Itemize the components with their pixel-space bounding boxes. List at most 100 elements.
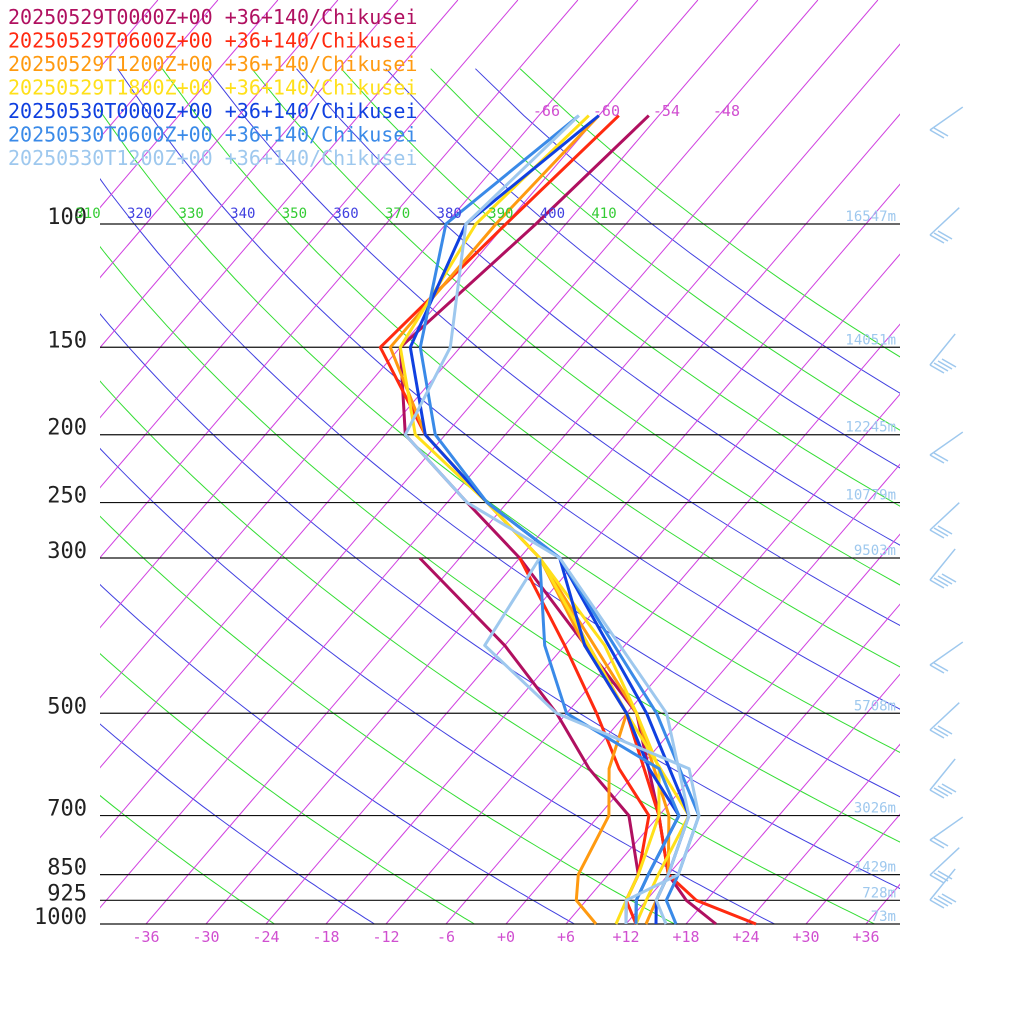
x-tick-label: -18 (312, 928, 339, 946)
dewpoint-profile (518, 557, 651, 925)
pressure-label: 500 (47, 694, 87, 719)
isotherm-line (625, 603, 900, 924)
isotherm-line (505, 463, 900, 924)
isotherm-line (100, 0, 879, 909)
legend-entry: 20250529T1800Z+00 +36+140/Chikusei (8, 76, 417, 100)
dry-adiabat (100, 447, 776, 924)
isotherm-line (986, 0, 1024, 924)
dry-adiabat (340, 68, 900, 507)
theta-label: 330 (179, 206, 204, 222)
dry-adiabat (100, 515, 676, 924)
x-tick-label: +6 (557, 928, 575, 946)
dry-adiabat (117, 68, 900, 710)
theta-label: 360 (333, 206, 358, 222)
x-tick-label: +24 (732, 928, 759, 946)
dry-adiabat (251, 68, 900, 586)
dry-adiabat (206, 68, 900, 627)
x-tick-label: -12 (372, 928, 399, 946)
isotherm-line (385, 323, 900, 924)
wind-barb (929, 758, 957, 799)
height-label: 10779m (845, 488, 896, 504)
dewpoint-profile (418, 556, 640, 925)
pressure-label: 850 (47, 856, 87, 881)
x-tick-label: -36 (132, 928, 159, 946)
theta-label: 380 (437, 206, 462, 222)
isotherm-line (565, 533, 900, 924)
temperature-profile (378, 114, 757, 926)
theta-label: 370 (385, 206, 410, 222)
theta-label: 320 (127, 206, 152, 222)
pressure-label: 1000 (34, 905, 87, 930)
isotherm-line (100, 0, 279, 209)
theta-label: 340 (230, 206, 255, 222)
wind-barb (929, 333, 957, 374)
isotherm-line (100, 0, 819, 839)
isotherm-line (100, 0, 459, 419)
wind-barb (929, 431, 964, 464)
legend-entry: 20250530T0600Z+00 +36+140/Chikusei (8, 123, 417, 147)
isotherm-line (100, 0, 399, 349)
dry-adiabat (100, 380, 876, 924)
isotherm-line (100, 0, 579, 559)
theta-label: 400 (540, 206, 565, 222)
pressure-label: 250 (47, 484, 87, 509)
wind-barb (929, 502, 960, 539)
isotherm-line (685, 673, 900, 924)
isotherm-line (205, 113, 900, 924)
x-tick-label: +0 (497, 928, 515, 946)
dry-adiabat (100, 583, 576, 924)
temperature-profile (403, 114, 691, 925)
wind-barbs (929, 106, 964, 909)
isotherm-line (445, 393, 900, 924)
legend: 20250529T0000Z+00 +36+140/Chikusei202505… (8, 5, 417, 170)
pressure-label: 300 (47, 539, 87, 564)
dry-adiabat (100, 245, 900, 843)
legend-entry: 20250529T1200Z+00 +36+140/Chikusei (8, 52, 417, 76)
pressure-label: 925 (47, 881, 87, 906)
wind-barb (929, 702, 960, 739)
x-tick-label: +36 (852, 928, 879, 946)
wind-barb (929, 868, 957, 909)
isotherm-lines (100, 0, 1024, 924)
legend-entry: 20250529T0600Z+00 +36+140/Chikusei (8, 29, 417, 53)
x-tick-label: +30 (792, 928, 819, 946)
isotherm-line (100, 0, 519, 489)
dewpoint-profile (483, 557, 701, 925)
isotherm-label: -60 (593, 102, 620, 120)
isotherm-line (805, 813, 900, 924)
pressure-label: 200 (47, 416, 87, 441)
dry-adiabat (100, 723, 376, 924)
isotherm-line (100, 0, 639, 629)
height-label: 14051m (845, 332, 896, 348)
isotherm-line (745, 743, 900, 924)
isotherm-line (100, 0, 339, 279)
theta-label: 310 (75, 206, 100, 222)
x-tick-label: +18 (672, 928, 699, 946)
isotherm-line (145, 43, 900, 924)
pressure-label: 100 (47, 205, 87, 230)
height-label: 16547m (845, 209, 896, 225)
height-label: 9503m (854, 543, 896, 559)
dry-adiabat (100, 109, 900, 754)
x-tick-label: +12 (612, 928, 639, 946)
dry-adiabat (475, 68, 900, 394)
isobar-lines (100, 223, 900, 925)
height-label: 73m (871, 909, 896, 925)
legend-entry: 20250530T0000Z+00 +36+140/Chikusei (8, 99, 417, 123)
x-tick-label: -24 (252, 928, 279, 946)
isotherm-line (325, 253, 900, 924)
dry-adiabat (161, 68, 900, 668)
legend-entry: 20250530T1200Z+00 +36+140/Chikusei (8, 146, 417, 170)
isotherm-line (100, 0, 759, 769)
dewpoint-profile (538, 557, 661, 925)
height-label: 728m (862, 885, 896, 901)
theta-label: 350 (282, 206, 307, 222)
isotherm-line (926, 0, 1024, 924)
isotherm-line (100, 0, 699, 699)
dry-adiabat (100, 794, 276, 924)
theta-label: 390 (488, 206, 513, 222)
isotherm-label: -54 (653, 102, 680, 120)
theta-label: 410 (591, 206, 616, 222)
